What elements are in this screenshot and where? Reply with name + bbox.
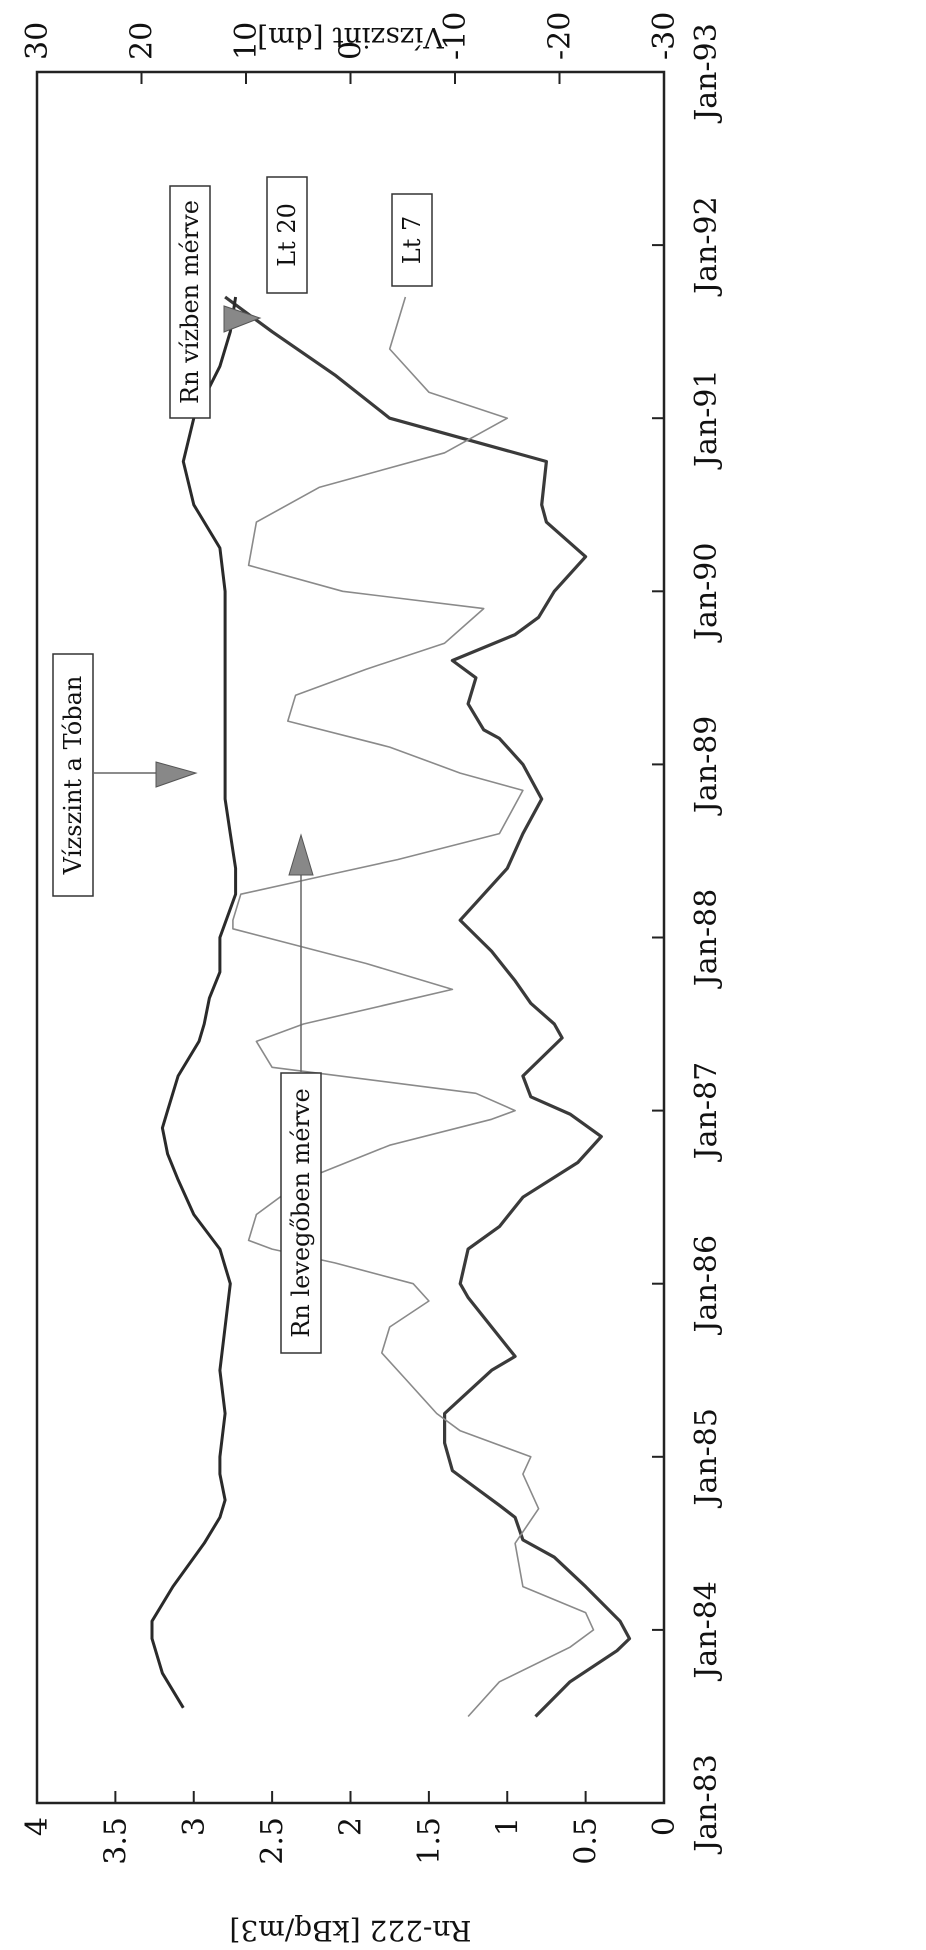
annotation-rn-air-box <box>280 1072 322 1354</box>
y-tick-label: 0 <box>647 1817 682 1836</box>
y-tick-label: 3.5 <box>98 1817 133 1865</box>
right-axis-title: Vízszint [dm] <box>257 21 445 54</box>
annotation-rn-air-text: Rn levegőben mérve <box>287 1088 315 1337</box>
annotation-lt7-text: Lt 7 <box>398 216 426 264</box>
series-line-1 <box>224 295 632 1718</box>
y-tick-label: 0.5 <box>569 1817 604 1865</box>
x-tick-label: Jan-83 <box>689 1754 724 1855</box>
y-tick-label: 1 <box>490 1817 525 1836</box>
annotation-rn-water-text: Rn vízben mérve <box>176 200 204 404</box>
annotations: Rn vízben mérve Lt 20 Lt 7 Vízszint a Tóban… <box>52 176 433 1354</box>
annotation-water-level-box <box>52 653 94 897</box>
x-tick-label: Jan-91 <box>689 369 724 470</box>
axis-ticks <box>36 71 665 1804</box>
annotation-rn-water-box <box>169 185 211 419</box>
y2-tick-label: 20 <box>125 22 160 60</box>
series-line-2 <box>232 296 595 1718</box>
y-tick-label: 3 <box>177 1817 212 1836</box>
plot-frame <box>35 70 666 1805</box>
x-tick-label: Jan-86 <box>689 1235 724 1336</box>
x-tick-label: Jan-84 <box>689 1581 724 1682</box>
x-tick-label: Jan-85 <box>689 1408 724 1509</box>
y-tick-label: 2.5 <box>255 1817 290 1865</box>
y2-tick-label: 30 <box>20 22 55 60</box>
y2-tick-label: 0 <box>334 41 369 60</box>
y-tick-label: 2 <box>334 1817 369 1836</box>
plot-border <box>35 70 666 1805</box>
y2-tick-label: -30 <box>647 12 682 60</box>
series-lines <box>150 295 632 1718</box>
annotation-lt7-box <box>391 193 433 287</box>
x-tick-label: Jan-87 <box>689 1062 724 1163</box>
annotation-water-level-text: Vízszint a Tóban <box>59 676 87 876</box>
tick-labels: 0 0.5 1 1.5 2 2.5 3 3.5 4 -30 -20 -10 0 10 20 30 Jan-83 J… <box>20 12 724 1865</box>
left-axis-title: Rn-222 [kBq/m3] <box>229 1914 471 1947</box>
y-tick-label: 1.5 <box>412 1817 447 1865</box>
y-tick-label: 4 <box>20 1817 55 1836</box>
annotation-lt20-text: Lt 20 <box>273 203 301 267</box>
x-tick-label: Jan-89 <box>689 716 724 817</box>
x-tick-label: Jan-90 <box>689 543 724 644</box>
x-tick-label: Jan-88 <box>689 889 724 990</box>
series-line-3 <box>150 296 238 1709</box>
y2-tick-label: -20 <box>543 12 578 60</box>
arrow-water-level-head <box>155 761 198 788</box>
y2-tick-label: 10 <box>229 22 264 60</box>
x-tick-label: Jan-92 <box>689 196 724 297</box>
annotation-lt20-box <box>266 176 308 294</box>
arrow-rn-air-head <box>288 833 314 876</box>
axis-titles: Rn-222 [kBq/m3] Vízszint [dm] <box>229 21 471 1947</box>
y2-tick-label: -10 <box>438 12 473 60</box>
x-tick-label: Jan-93 <box>689 23 724 124</box>
arrow-rn-water-head <box>223 305 262 333</box>
